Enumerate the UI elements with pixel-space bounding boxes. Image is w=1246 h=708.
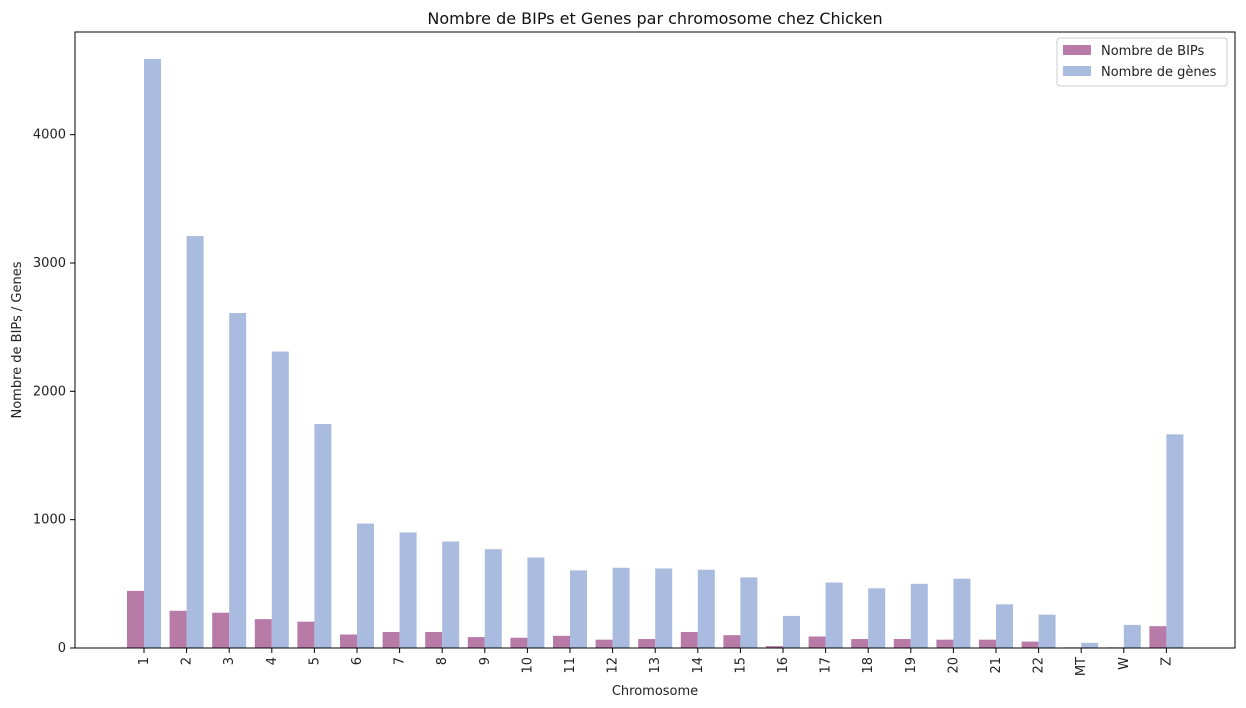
gene-bar-1: [144, 58, 161, 648]
gene-bar-17: [825, 582, 843, 648]
x-tick-label-MT: MT: [1074, 657, 1089, 676]
gene-bar-3: [229, 313, 247, 648]
x-tick-label-16: 16: [776, 657, 791, 674]
chart-title: Nombre de BIPs et Genes par chromosome c…: [427, 9, 882, 28]
gene-bar-13: [655, 568, 673, 648]
gene-bar-14: [697, 569, 715, 648]
bip-bar-12: [595, 639, 613, 648]
bip-bar-18: [851, 639, 869, 648]
x-tick-label-9: 9: [478, 657, 493, 665]
gene-bar-12: [612, 567, 630, 648]
x-tick-label-2: 2: [180, 657, 195, 665]
y-tick-label: 3000: [33, 256, 66, 271]
bip-bar-19: [893, 639, 911, 648]
x-tick-label-8: 8: [435, 657, 450, 665]
x-tick-label-W: W: [1117, 657, 1132, 670]
gene-bar-18: [868, 588, 886, 648]
x-tick-label-6: 6: [350, 657, 365, 665]
gene-bar-6: [357, 523, 374, 648]
x-tick-label-19: 19: [904, 657, 919, 674]
x-tick-label-13: 13: [648, 657, 663, 674]
bip-bar-4: [254, 619, 272, 648]
gene-bar-15: [740, 577, 758, 648]
gene-bar-4: [271, 351, 289, 648]
x-tick-label-5: 5: [307, 657, 322, 665]
bars-group: [127, 58, 1184, 649]
gene-bar-Z: [1166, 434, 1184, 648]
gene-bar-2: [186, 236, 204, 649]
bip-bar-17: [808, 636, 826, 648]
x-tick-label-20: 20: [946, 657, 961, 674]
x-tick-label-Z: Z: [1159, 657, 1174, 666]
gene-bar-9: [484, 549, 502, 648]
gene-bar-11: [570, 570, 587, 648]
x-tick-label-12: 12: [606, 657, 621, 674]
gene-bar-7: [399, 532, 417, 648]
x-tick-label-17: 17: [819, 657, 834, 674]
bip-bar-6: [340, 634, 357, 648]
bip-bar-15: [723, 635, 741, 648]
x-tick-label-11: 11: [563, 657, 578, 674]
x-tick-label-22: 22: [1032, 657, 1047, 674]
y-axis: 0 1000 2000 3000 4000: [33, 128, 75, 656]
x-tick-label-15: 15: [733, 657, 748, 674]
x-tick-label-4: 4: [265, 657, 280, 665]
bip-bar-8: [425, 631, 443, 648]
y-tick-label: 1000: [33, 513, 66, 528]
legend-label: Nombre de BIPs: [1101, 44, 1205, 59]
bip-bar-11: [553, 635, 570, 648]
gene-bar-16: [783, 615, 800, 648]
bip-bar-5: [297, 621, 315, 648]
gene-bar-22: [1038, 614, 1056, 648]
legend-swatch: [1063, 45, 1091, 55]
y-tick-label: 4000: [33, 128, 66, 143]
bip-bar-2: [169, 610, 187, 648]
bip-bar-20: [936, 639, 954, 648]
gene-bar-5: [314, 424, 332, 648]
bip-bar-16: [766, 646, 783, 648]
bip-bar-21: [979, 639, 996, 648]
bip-bar-13: [638, 639, 656, 648]
x-tick-label-1: 1: [137, 657, 152, 665]
bip-bar-22: [1021, 641, 1039, 648]
bip-bar-1: [127, 590, 144, 648]
gene-bar-W: [1123, 624, 1141, 648]
gene-bar-19: [910, 583, 928, 648]
x-tick-label-3: 3: [222, 657, 237, 665]
gene-bar-20: [953, 578, 971, 648]
x-axis-label: Chromosome: [612, 684, 698, 699]
y-tick-label: 0: [58, 641, 66, 656]
x-tick-label-18: 18: [861, 657, 876, 674]
x-tick-label-21: 21: [989, 657, 1004, 674]
y-tick-label: 2000: [33, 384, 66, 399]
gene-bar-10: [527, 557, 545, 648]
y-axis-label: Nombre de BIPs / Genes: [10, 261, 25, 418]
x-tick-label-10: 10: [520, 657, 535, 674]
x-axis: 1 2 3 4 5 6 7 8 9 10 11 12 13 14 15 16 17 18 19 20 21 22 MT W Z: [137, 648, 1174, 676]
bip-bar-14: [680, 631, 698, 648]
plot-frame: [74, 31, 1236, 649]
legend-swatch: [1063, 66, 1091, 76]
bip-bar-9: [467, 637, 485, 648]
x-tick-label-7: 7: [393, 657, 408, 665]
bip-bar-Z: [1149, 626, 1167, 648]
bip-bar-7: [382, 631, 400, 648]
bip-bar-3: [212, 612, 230, 648]
x-tick-label-14: 14: [691, 657, 706, 674]
gene-bar-MT: [1081, 642, 1099, 648]
legend: Nombre de BIPs Nombre de gènes: [1056, 37, 1228, 87]
legend-box: [1056, 37, 1228, 87]
gene-bar-21: [996, 604, 1013, 648]
bip-bar-10: [510, 637, 528, 648]
gene-bar-8: [442, 541, 460, 648]
legend-label: Nombre de gènes: [1101, 65, 1217, 80]
